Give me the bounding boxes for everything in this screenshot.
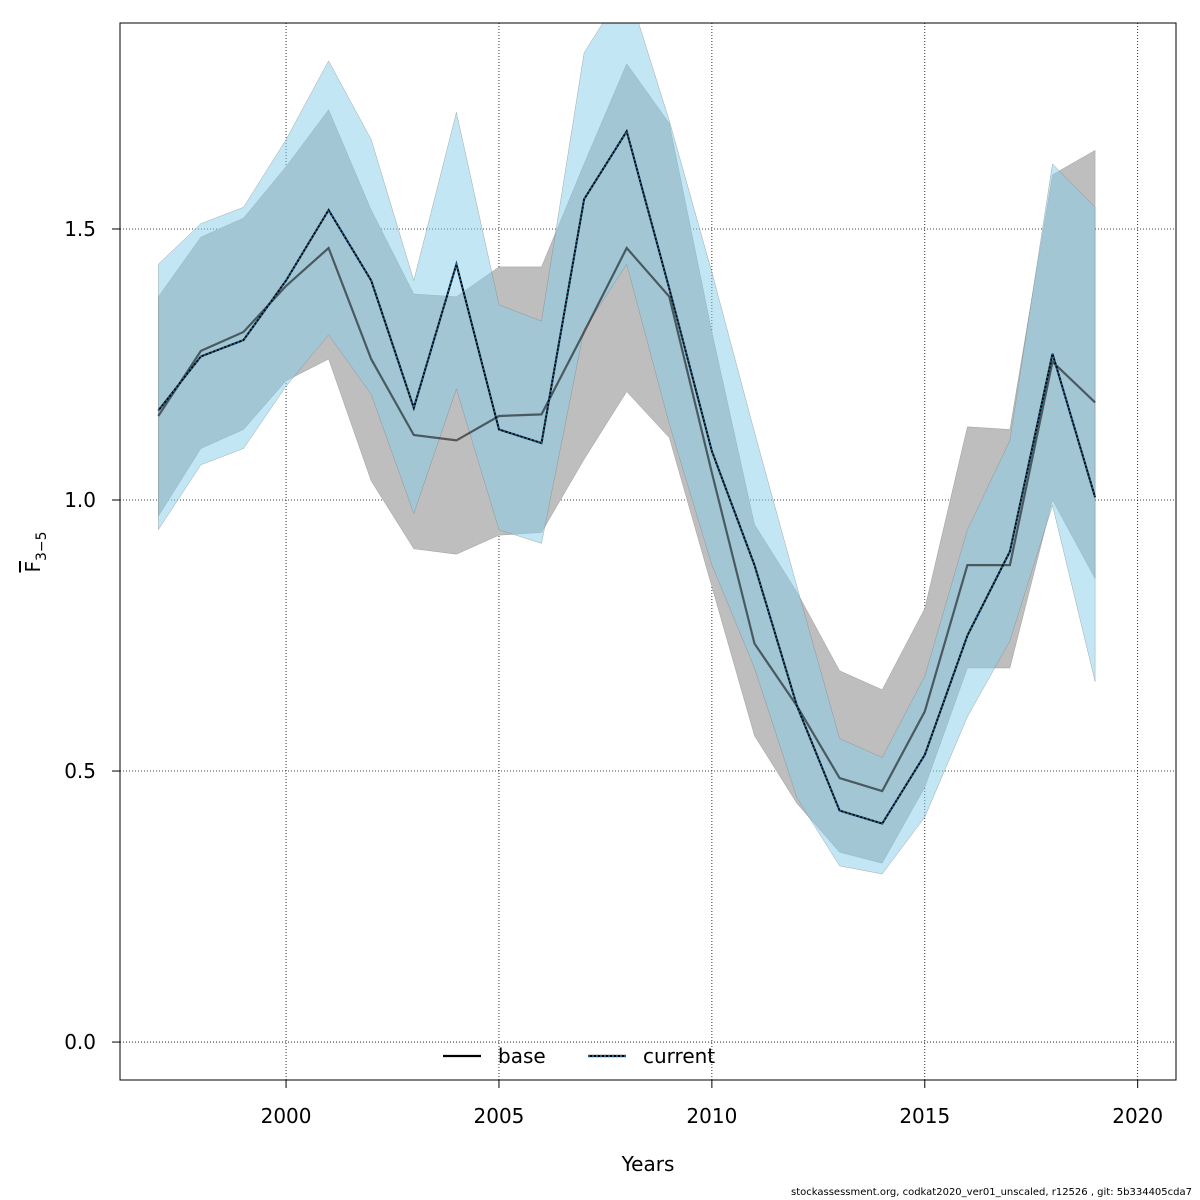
x-axis: 2000 2005 2010 2015 2020: [261, 1080, 1163, 1128]
legend-label-base: base: [498, 1044, 546, 1068]
x-tick-label: 2010: [686, 1104, 737, 1128]
y-tick-label: 1.0: [64, 488, 96, 512]
legend-label-current: current: [643, 1044, 715, 1068]
x-tick-label: 2015: [899, 1104, 950, 1128]
y-tick-label: 0.0: [64, 1030, 96, 1054]
y-axis-title: F3−5: [21, 531, 50, 572]
y-axis-title-main: F: [21, 561, 45, 573]
y-axis: 0.0 0.5 1.0 1.5: [64, 217, 120, 1054]
confidence-bands: [158, 23, 1096, 875]
plot-frame: [119, 22, 1177, 1081]
band-current: [158, 23, 1096, 875]
y-axis-title-sub: 3−5: [34, 531, 50, 561]
x-tick-label: 2005: [474, 1104, 525, 1128]
x-tick-label: 2000: [261, 1104, 312, 1128]
x-tick-label: 2020: [1112, 1104, 1163, 1128]
svg-text:F3−5: F3−5: [21, 531, 50, 572]
line-base: [157, 246, 1096, 793]
y-tick-label: 1.5: [64, 217, 96, 241]
line-current: [157, 128, 1097, 825]
series-lines: [157, 128, 1097, 825]
y-tick-label: 0.5: [64, 759, 96, 783]
legend: base current: [443, 1044, 715, 1068]
footer-note: stockassessment.org, codkat2020_ver01_un…: [791, 1187, 1192, 1198]
x-axis-title: Years: [621, 1152, 675, 1176]
